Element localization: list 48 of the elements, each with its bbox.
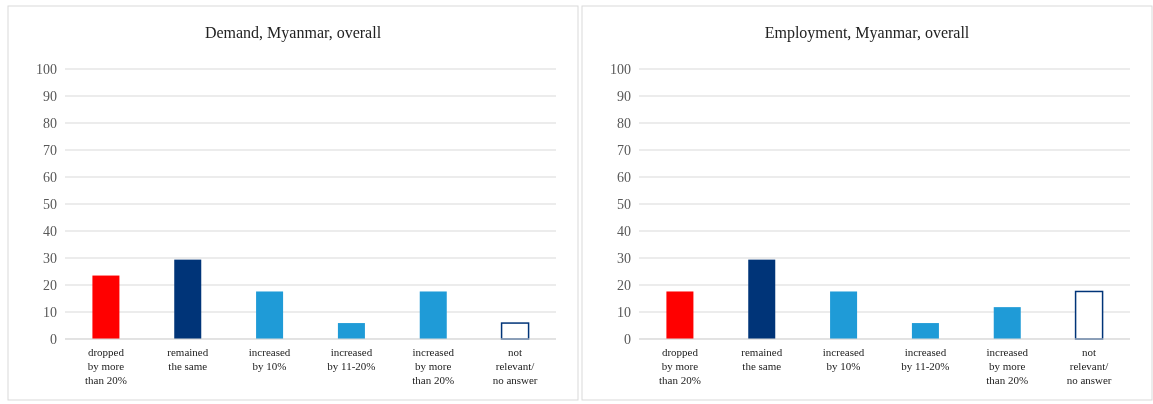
bar bbox=[174, 259, 202, 339]
x-tick-label: dropped by more than 20% bbox=[84, 346, 127, 386]
chart-title: Demand, Myanmar, overall bbox=[204, 24, 382, 42]
y-tick-label: 90 bbox=[43, 88, 57, 104]
y-tick-label: 80 bbox=[43, 115, 57, 131]
y-tick-label: 0 bbox=[50, 331, 57, 347]
x-tick-label: not relevant/ no answer bbox=[492, 346, 538, 386]
bar bbox=[830, 291, 858, 339]
y-tick-label: 30 bbox=[617, 250, 631, 266]
bar bbox=[419, 291, 447, 339]
y-tick-label: 60 bbox=[43, 169, 57, 185]
x-tick-label: remained the same bbox=[741, 346, 783, 372]
bar bbox=[911, 323, 939, 339]
bar bbox=[666, 291, 694, 339]
x-tick-label: increased by 10% bbox=[822, 346, 865, 372]
x-tick-label: remained the same bbox=[167, 346, 209, 372]
y-tick-label: 70 bbox=[617, 142, 631, 158]
bar bbox=[337, 323, 365, 339]
bar bbox=[256, 291, 284, 339]
y-tick-label: 20 bbox=[43, 277, 57, 293]
y-tick-label: 30 bbox=[43, 250, 57, 266]
y-tick-label: 40 bbox=[43, 223, 57, 239]
y-tick-label: 60 bbox=[617, 169, 631, 185]
x-tick-label: not relevant/ no answer bbox=[1066, 346, 1112, 386]
y-tick-label: 10 bbox=[617, 304, 631, 320]
x-tick-label: dropped by more than 20% bbox=[658, 346, 701, 386]
y-tick-label: 80 bbox=[617, 115, 631, 131]
y-tick-label: 50 bbox=[617, 196, 631, 212]
x-tick-label: increased by more than 20% bbox=[986, 346, 1029, 386]
bar bbox=[92, 275, 120, 339]
bar bbox=[500, 322, 530, 340]
x-tick-label: increased by 11-20% bbox=[901, 346, 950, 372]
bar bbox=[1074, 290, 1104, 340]
y-tick-label: 40 bbox=[617, 223, 631, 239]
y-tick-label: 100 bbox=[610, 61, 631, 77]
y-tick-label: 0 bbox=[624, 331, 631, 347]
bar bbox=[748, 259, 776, 339]
y-tick-label: 50 bbox=[43, 196, 57, 212]
x-tick-label: increased by more than 20% bbox=[412, 346, 455, 386]
x-tick-label: increased by 10% bbox=[248, 346, 291, 372]
y-tick-label: 70 bbox=[43, 142, 57, 158]
x-tick-label: increased by 11-20% bbox=[327, 346, 376, 372]
y-tick-label: 20 bbox=[617, 277, 631, 293]
bar bbox=[993, 307, 1021, 339]
y-tick-label: 100 bbox=[36, 61, 57, 77]
y-tick-label: 10 bbox=[43, 304, 57, 320]
chart-title: Employment, Myanmar, overall bbox=[764, 24, 970, 42]
y-tick-label: 90 bbox=[617, 88, 631, 104]
